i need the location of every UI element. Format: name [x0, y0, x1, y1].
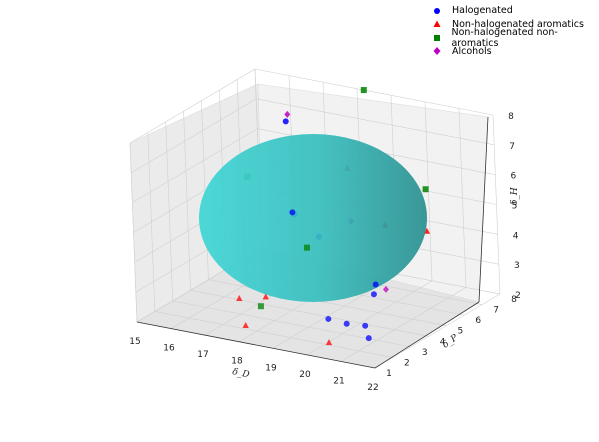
x-tick-label: 17: [197, 350, 208, 360]
data-point-circle: [362, 322, 369, 329]
data-point-circle: [343, 320, 350, 327]
data-point-circle: [365, 335, 372, 342]
z-tick-label: 4: [513, 231, 519, 241]
z-tick-label: 7: [509, 142, 515, 152]
x-tick-label: 20: [299, 370, 311, 380]
data-point-circle: [325, 315, 332, 322]
x-tick-label: 22: [367, 383, 378, 393]
x-tick-label: 15: [129, 337, 140, 347]
z-tick-label: 5: [512, 202, 518, 212]
data-point-square: [422, 186, 429, 193]
x-tick-label: 19: [265, 363, 277, 373]
z-axis-label: δ_H: [510, 187, 520, 205]
y-tick-label: 2: [404, 358, 410, 368]
legend-item-halogenated: Halogenated: [430, 4, 599, 18]
legend-item-aromatics: Non-halogenated aromatics: [430, 18, 599, 32]
y-tick-label: 1: [386, 369, 392, 379]
data-point-triangle: [325, 339, 333, 346]
z-tick-label: 3: [514, 261, 520, 271]
data-point-square: [304, 244, 311, 251]
y-tick-label: 8: [511, 295, 517, 305]
y-tick-label: 4: [440, 337, 446, 347]
data-point-square: [360, 87, 367, 94]
y-tick-label: 3: [422, 348, 428, 358]
legend-item-non-aromatics: Non-halogenated non-aromatics: [430, 27, 599, 49]
y-tick-label: 6: [475, 316, 481, 326]
x-tick-label: 21: [333, 376, 344, 386]
sphere: [199, 134, 427, 302]
x-axis-label: δ_D: [231, 367, 250, 380]
triangle-marker-icon: [433, 20, 441, 28]
data-point-diamond: [382, 285, 389, 293]
z-tick-label: 2: [515, 291, 521, 301]
legend-item-alcohols: Alcohols: [430, 45, 599, 59]
diamond-marker-icon: [433, 47, 441, 56]
legend-label: Non-halogenated non-aromatics: [451, 26, 558, 49]
legend-label: Alcohols: [452, 45, 492, 57]
data-point-triangle: [262, 293, 269, 300]
circle-marker-icon: [434, 7, 440, 14]
data-point-circle: [289, 209, 296, 216]
data-point-square: [257, 303, 264, 310]
data-point-triangle: [242, 322, 249, 329]
x-tick-label: 16: [163, 344, 175, 354]
legend-label: Non-halogenated aromatics: [452, 18, 584, 30]
data-point-triangle: [236, 294, 243, 301]
y-tick-label: 5: [458, 327, 464, 337]
data-point-diamond: [284, 110, 291, 118]
data-point-circle: [370, 291, 377, 298]
z-tick-label: 8: [508, 112, 514, 122]
z-tick-label: 6: [510, 172, 516, 182]
legend-label: Halogenated: [452, 5, 513, 17]
legend: Halogenated Non-halogenated aromatics No…: [430, 4, 599, 58]
square-marker-icon: [434, 34, 440, 41]
markers-front: [236, 209, 389, 346]
x-tick-label: 18: [231, 357, 243, 367]
y-tick-label: 7: [493, 306, 499, 316]
data-point-circle: [282, 118, 289, 125]
axis-lines: [136, 116, 489, 369]
data-point-circle: [372, 281, 379, 288]
